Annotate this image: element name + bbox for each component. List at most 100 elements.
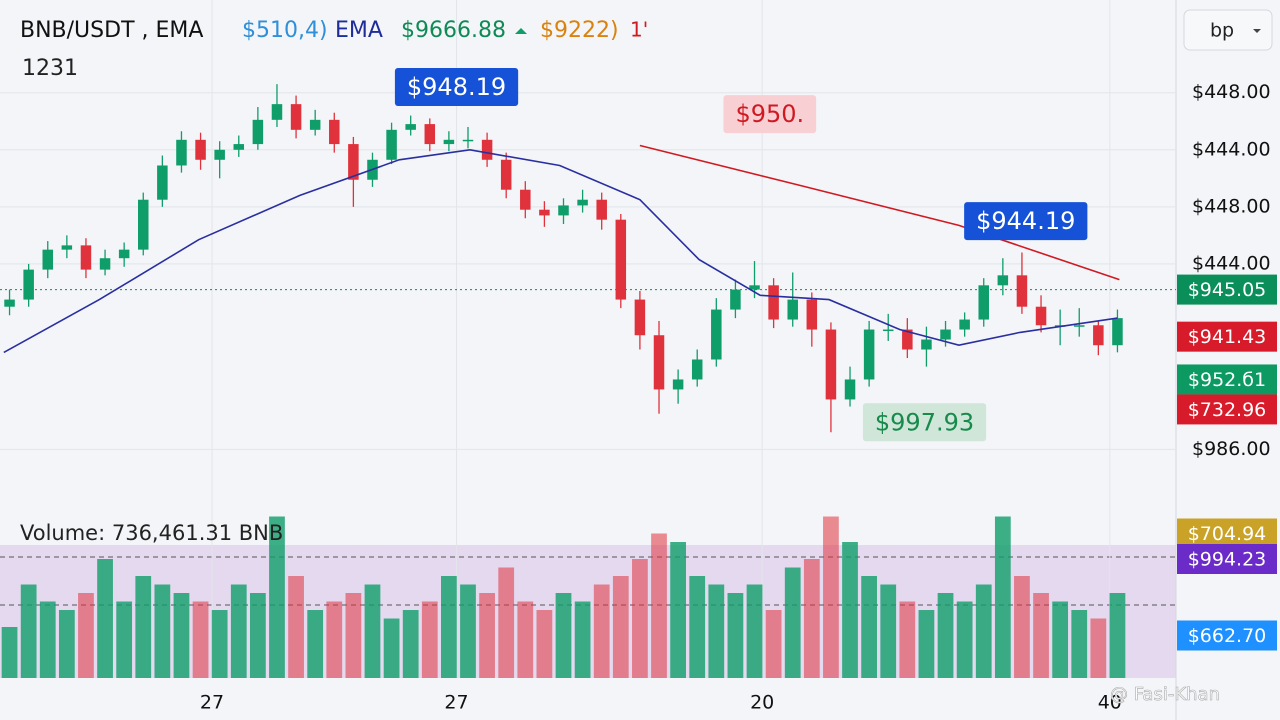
- volume-bar: [670, 542, 686, 678]
- volume-bar: [994, 516, 1011, 678]
- candle-body: [921, 339, 932, 350]
- price-badge-label: $945.05: [1188, 279, 1267, 301]
- candle-body: [80, 245, 92, 270]
- volume-bar: [574, 601, 591, 678]
- candle-body: [176, 139, 187, 166]
- volume-bar: [861, 576, 878, 678]
- price-badge-label: $994.23: [1188, 549, 1267, 571]
- ema-value: $510,4): [242, 18, 328, 43]
- volume-bar: [555, 593, 572, 678]
- volume-bar: [1033, 593, 1049, 678]
- volume-bar: [154, 584, 171, 678]
- scale-button[interactable]: [1183, 9, 1273, 51]
- volume-bar: [632, 559, 648, 678]
- y-tick-label: $444.00: [1192, 138, 1271, 160]
- candle-body: [730, 289, 741, 310]
- interval: 1231: [22, 56, 78, 81]
- annotation-label: $948.19: [407, 73, 506, 101]
- y-tick-label: $448.00: [1192, 195, 1271, 217]
- volume-bar: [1, 627, 18, 678]
- volume-bar: [97, 559, 113, 678]
- volume-bar: [536, 610, 553, 678]
- y-tick-label: $448.00: [1192, 81, 1271, 103]
- candle-body: [577, 199, 588, 206]
- price-badge: [1177, 364, 1277, 395]
- candle-body: [500, 159, 512, 190]
- annotation-box: [394, 68, 519, 107]
- volume-bar: [441, 576, 457, 678]
- candle-body: [1035, 306, 1047, 326]
- candle-body: [653, 335, 665, 390]
- annotation-box: [862, 403, 987, 442]
- volume-bar: [517, 601, 534, 678]
- price-badge: [1177, 620, 1277, 651]
- candle-body: [596, 199, 607, 220]
- candle-body: [539, 209, 550, 216]
- x-tick-label: 27: [200, 692, 224, 714]
- candle-body: [749, 285, 760, 290]
- candle-body: [462, 139, 474, 142]
- annotation-box: [964, 202, 1088, 241]
- price-badge: [1177, 518, 1277, 549]
- candle-body: [1093, 325, 1104, 346]
- volume-bar: [269, 516, 285, 678]
- volume-bar: [230, 584, 247, 678]
- volume-bar: [211, 610, 228, 678]
- volume-bar: [727, 593, 744, 678]
- volume-bar: [746, 584, 763, 678]
- candle-body: [672, 379, 684, 390]
- candle-body: [959, 319, 970, 330]
- candle-body: [520, 189, 531, 210]
- ema-label: EMA: [335, 18, 383, 43]
- volume-title: Volume: 736,461.31 BNB: [20, 521, 283, 545]
- volume-bar: [612, 576, 629, 678]
- volume-bar: [249, 593, 266, 678]
- candle-body: [806, 299, 818, 330]
- candle-body: [252, 119, 264, 145]
- candle-body: [61, 245, 73, 250]
- volume-bar: [593, 584, 610, 678]
- annotation-label: $944.19: [976, 207, 1075, 235]
- candle-body: [195, 139, 206, 160]
- price-badge-label: $952.б1: [1188, 369, 1266, 391]
- volume-bar: [345, 593, 362, 678]
- volume-bar: [402, 610, 419, 678]
- price-badge: [1177, 544, 1277, 574]
- candle-body: [863, 329, 875, 380]
- volume-bar: [498, 567, 515, 678]
- candle-body: [882, 329, 894, 332]
- candle-body: [940, 329, 951, 340]
- volume-bar: [784, 567, 801, 678]
- volume-bar: [842, 542, 858, 678]
- volume-bar: [383, 618, 400, 678]
- volume-bar: [1052, 601, 1069, 678]
- candle-body: [1016, 275, 1028, 307]
- volume-bar: [956, 601, 973, 678]
- volume-bar: [192, 601, 209, 678]
- price-badge-label: $941.43: [1188, 326, 1267, 348]
- annotation-box: [723, 95, 817, 134]
- scale-button-label[interactable]: bp: [1210, 20, 1234, 42]
- candle-body: [99, 258, 111, 270]
- volume-bar: [421, 601, 438, 678]
- price-badge-label: $704.94: [1188, 523, 1267, 545]
- candle-body: [309, 119, 321, 130]
- candle-body: [138, 199, 149, 250]
- volume-bar: [460, 584, 476, 678]
- price-badge: [1177, 321, 1277, 352]
- y-tick-label: $986.00: [1192, 438, 1271, 460]
- candle-body: [997, 275, 1009, 286]
- candle-body: [902, 329, 913, 350]
- volume-bar: [937, 593, 954, 678]
- x-tick-label: 20: [750, 692, 774, 714]
- candle-body: [386, 129, 397, 160]
- volume-bar: [689, 576, 706, 678]
- volume-bar: [173, 593, 190, 678]
- candle-body: [233, 144, 245, 150]
- candle-body: [615, 219, 627, 300]
- volume-bar: [803, 559, 820, 678]
- candle-body: [768, 285, 779, 320]
- price-badge: [1177, 394, 1277, 425]
